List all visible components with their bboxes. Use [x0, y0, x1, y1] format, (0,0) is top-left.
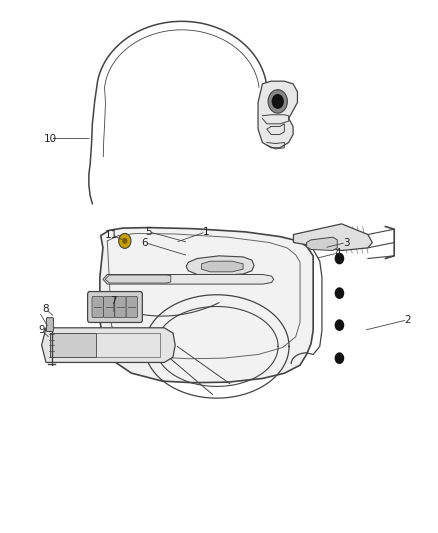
- Text: 3: 3: [343, 238, 350, 247]
- Polygon shape: [42, 328, 175, 362]
- Polygon shape: [186, 256, 254, 276]
- Text: 11: 11: [105, 230, 118, 239]
- Polygon shape: [100, 228, 313, 383]
- Text: 2: 2: [404, 315, 411, 325]
- Polygon shape: [103, 274, 274, 284]
- FancyBboxPatch shape: [46, 318, 53, 332]
- Circle shape: [335, 287, 344, 299]
- FancyBboxPatch shape: [88, 292, 142, 322]
- Text: 9: 9: [38, 326, 45, 335]
- Polygon shape: [50, 333, 96, 357]
- Circle shape: [335, 319, 344, 331]
- Polygon shape: [293, 224, 372, 251]
- FancyBboxPatch shape: [126, 296, 138, 318]
- FancyBboxPatch shape: [92, 296, 103, 318]
- Text: 1: 1: [202, 227, 209, 237]
- Polygon shape: [258, 81, 297, 148]
- Text: 6: 6: [141, 238, 148, 247]
- Text: 5: 5: [145, 227, 152, 237]
- Text: 10: 10: [44, 134, 57, 143]
- Text: 7: 7: [110, 296, 117, 306]
- Circle shape: [335, 253, 344, 264]
- Polygon shape: [201, 261, 243, 272]
- Polygon shape: [307, 237, 337, 251]
- Circle shape: [122, 238, 127, 244]
- Circle shape: [268, 90, 287, 113]
- Text: 4: 4: [334, 248, 341, 258]
- Circle shape: [272, 94, 284, 109]
- FancyBboxPatch shape: [103, 296, 115, 318]
- Circle shape: [335, 352, 344, 364]
- Circle shape: [119, 233, 131, 248]
- FancyBboxPatch shape: [115, 296, 126, 318]
- Text: 8: 8: [42, 304, 49, 314]
- Polygon shape: [105, 275, 171, 283]
